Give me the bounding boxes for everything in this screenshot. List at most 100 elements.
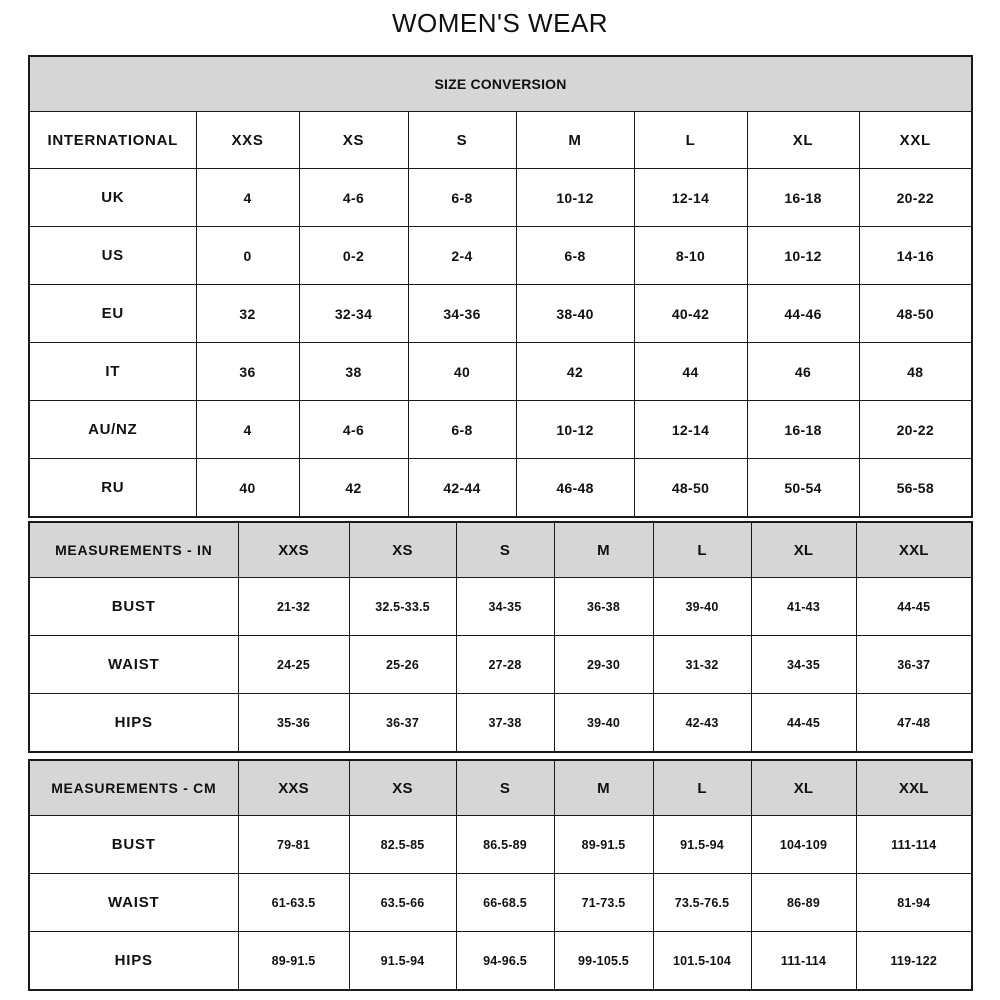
- cell: 16-18: [746, 400, 860, 459]
- cell: 48-50: [633, 458, 748, 518]
- cell: 34-35: [750, 635, 857, 694]
- cell: 38-40: [515, 284, 635, 343]
- cell: 61-63.5: [237, 873, 350, 932]
- cell: 111-114: [750, 931, 857, 991]
- measurements-in-table: MEASUREMENTS - IN XXS XS S M L XL XXL BU…: [28, 521, 973, 753]
- cell: 4-6: [298, 400, 409, 459]
- table-row: IT 36 38 40 42 44 46 48: [28, 342, 973, 401]
- column-header-l: L: [652, 521, 752, 578]
- cell: 46: [746, 342, 860, 401]
- row-label: BUST: [28, 815, 239, 874]
- row-label: UK: [28, 168, 197, 227]
- cell: 44-45: [750, 693, 857, 753]
- cell: 38: [298, 342, 409, 401]
- column-header-xxl: XXL: [858, 111, 973, 169]
- cell: 86.5-89: [455, 815, 555, 874]
- table-row: US 0 0-2 2-4 6-8 8-10 10-12 14-16: [28, 226, 973, 285]
- table-row: RU 40 42 42-44 46-48 48-50 50-54 56-58: [28, 458, 973, 518]
- cell: 73.5-76.5: [652, 873, 752, 932]
- row-label: IT: [28, 342, 197, 401]
- size-conversion-banner: SIZE CONVERSION: [28, 55, 973, 112]
- table-row: HIPS 35-36 36-37 37-38 39-40 42-43 44-45…: [28, 693, 973, 753]
- cell: 66-68.5: [455, 873, 555, 932]
- column-header-xxs: XXS: [237, 759, 350, 816]
- cell: 27-28: [455, 635, 555, 694]
- cell: 41-43: [750, 577, 857, 636]
- size-conversion-header-row: INTERNATIONAL XXS XS S M L XL XXL: [28, 111, 973, 169]
- column-header-l: L: [633, 111, 748, 169]
- column-header-xs: XS: [298, 111, 409, 169]
- column-header-xl: XL: [750, 759, 857, 816]
- cell: 42-44: [407, 458, 517, 518]
- cell: 10-12: [746, 226, 860, 285]
- column-header-measurements-in: MEASUREMENTS - IN: [28, 521, 239, 578]
- column-header-international: INTERNATIONAL: [28, 111, 197, 169]
- cell: 99-105.5: [553, 931, 654, 991]
- cell: 101.5-104: [652, 931, 752, 991]
- table-row: BUST 79-81 82.5-85 86.5-89 89-91.5 91.5-…: [28, 815, 973, 874]
- measurements-cm-header-row: MEASUREMENTS - CM XXS XS S M L XL XXL: [28, 759, 973, 816]
- cell: 40-42: [633, 284, 748, 343]
- cell: 39-40: [652, 577, 752, 636]
- column-header-s: S: [455, 759, 555, 816]
- cell: 24-25: [237, 635, 350, 694]
- cell: 35-36: [237, 693, 350, 753]
- cell: 21-32: [237, 577, 350, 636]
- cell: 63.5-66: [348, 873, 457, 932]
- table-row: BUST 21-32 32.5-33.5 34-35 36-38 39-40 4…: [28, 577, 973, 636]
- cell: 50-54: [746, 458, 860, 518]
- cell: 2-4: [407, 226, 517, 285]
- cell: 6-8: [407, 400, 517, 459]
- column-header-m: M: [553, 521, 654, 578]
- cell: 44-45: [855, 577, 973, 636]
- column-header-xxs: XXS: [237, 521, 350, 578]
- cell: 81-94: [855, 873, 973, 932]
- cell: 0-2: [298, 226, 409, 285]
- cell: 91.5-94: [348, 931, 457, 991]
- table-row: WAIST 61-63.5 63.5-66 66-68.5 71-73.5 73…: [28, 873, 973, 932]
- row-label: HIPS: [28, 931, 239, 991]
- column-header-m: M: [553, 759, 654, 816]
- table-row: AU/NZ 4 4-6 6-8 10-12 12-14 16-18 20-22: [28, 400, 973, 459]
- row-label: WAIST: [28, 635, 239, 694]
- column-header-xxl: XXL: [855, 521, 973, 578]
- column-header-xxs: XXS: [195, 111, 300, 169]
- cell: 32: [195, 284, 300, 343]
- cell: 48: [858, 342, 973, 401]
- column-header-xs: XS: [348, 759, 457, 816]
- row-label: AU/NZ: [28, 400, 197, 459]
- cell: 20-22: [858, 168, 973, 227]
- cell: 34-36: [407, 284, 517, 343]
- cell: 36-38: [553, 577, 654, 636]
- column-header-xl: XL: [746, 111, 860, 169]
- row-label: RU: [28, 458, 197, 518]
- cell: 37-38: [455, 693, 555, 753]
- cell: 46-48: [515, 458, 635, 518]
- cell: 12-14: [633, 168, 748, 227]
- row-label: US: [28, 226, 197, 285]
- row-label: WAIST: [28, 873, 239, 932]
- cell: 56-58: [858, 458, 973, 518]
- cell: 42: [298, 458, 409, 518]
- cell: 48-50: [858, 284, 973, 343]
- table-row: EU 32 32-34 34-36 38-40 40-42 44-46 48-5…: [28, 284, 973, 343]
- cell: 32.5-33.5: [348, 577, 457, 636]
- row-label: EU: [28, 284, 197, 343]
- cell: 36-37: [855, 635, 973, 694]
- cell: 42: [515, 342, 635, 401]
- cell: 6-8: [407, 168, 517, 227]
- cell: 89-91.5: [237, 931, 350, 991]
- cell: 6-8: [515, 226, 635, 285]
- cell: 10-12: [515, 168, 635, 227]
- cell: 4: [195, 400, 300, 459]
- cell: 91.5-94: [652, 815, 752, 874]
- cell: 47-48: [855, 693, 973, 753]
- cell: 10-12: [515, 400, 635, 459]
- cell: 36-37: [348, 693, 457, 753]
- cell: 42-43: [652, 693, 752, 753]
- table-row: HIPS 89-91.5 91.5-94 94-96.5 99-105.5 10…: [28, 931, 973, 991]
- cell: 44: [633, 342, 748, 401]
- cell: 32-34: [298, 284, 409, 343]
- cell: 111-114: [855, 815, 973, 874]
